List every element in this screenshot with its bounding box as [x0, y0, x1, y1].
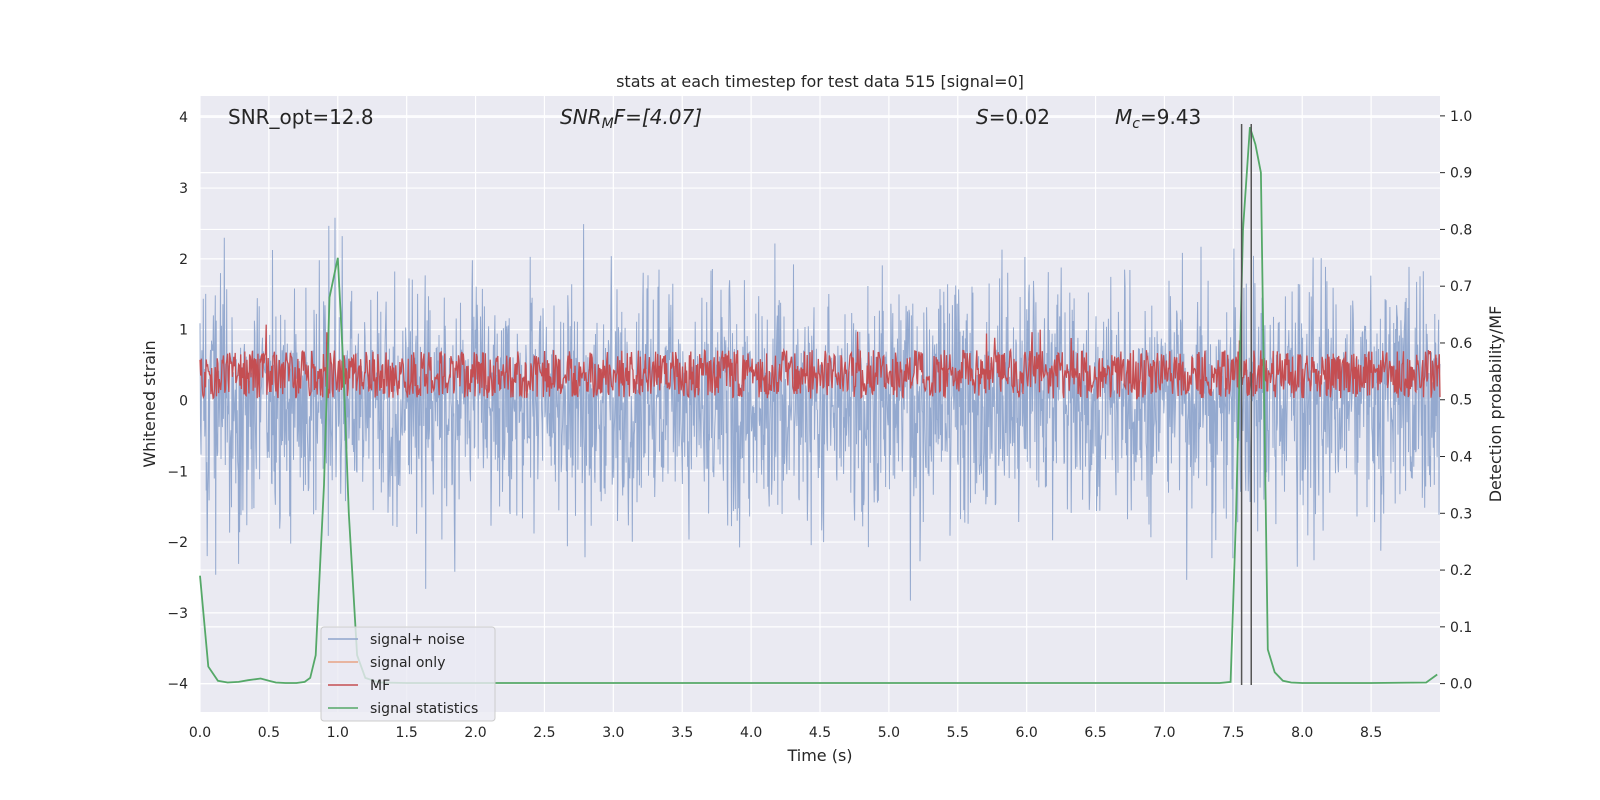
annotation-snr-mf-base: SNR: [560, 105, 602, 129]
x-tick-label-15: 7.5: [1222, 725, 1244, 741]
x-tick-label-13: 6.5: [1084, 725, 1106, 741]
annotation-snr-mf-rest: F=[4.07]: [614, 105, 702, 129]
y-right-tick-label-0: 1.0: [1450, 109, 1472, 125]
x-tick-label-6: 3.0: [602, 725, 624, 741]
x-tick-label-5: 2.5: [533, 725, 555, 741]
x-tick-label-16: 8.0: [1291, 725, 1313, 741]
annotation-snr-mf: SNRMF=[4.07]: [560, 105, 702, 132]
x-axis-label: Time (s): [786, 746, 852, 765]
legend-label-signal: signal only: [370, 655, 445, 671]
y-right-tick-label-6: 0.4: [1450, 450, 1472, 466]
y-right-tick-label-4: 0.6: [1450, 336, 1472, 352]
y-right-tick-label-1: 0.9: [1450, 166, 1472, 182]
mf-series: [199, 324, 1441, 400]
y-left-tick-label-2: 2: [179, 252, 188, 268]
mf-line: [199, 324, 1441, 400]
y-right-tick-label-10: 0.0: [1450, 677, 1472, 693]
x-tick-label-9: 4.5: [809, 725, 831, 741]
y-left-tick-label-6: −2: [167, 535, 188, 551]
y-right-tick-label-9: 0.1: [1450, 620, 1472, 636]
y-right-tick-label-8: 0.2: [1450, 563, 1472, 579]
signal-plus-noise-line: [199, 217, 1441, 601]
x-tick-label-7: 3.5: [671, 725, 693, 741]
chart-title: stats at each timestep for test data 515…: [616, 72, 1024, 91]
y-right-axis-label: Detection probability/MF: [1486, 306, 1505, 503]
annotation-snr-mf-sub: M: [602, 116, 614, 132]
y-right-tick-label-2: 0.8: [1450, 222, 1472, 238]
legend-label-stats: signal statistics: [370, 701, 478, 717]
x-tick-label-12: 6.0: [1016, 725, 1038, 741]
x-tick-label-17: 8.5: [1360, 725, 1382, 741]
x-tick-label-4: 2.0: [464, 725, 486, 741]
legend-label-noise: signal+ noise: [370, 632, 465, 648]
y-left-tick-label-7: −3: [167, 606, 188, 622]
annotation-snr-opt: SNR_opt=12.8: [228, 105, 374, 129]
legend-box: [320, 626, 496, 722]
x-tick-label-10: 5.0: [878, 725, 900, 741]
y-left-tick-label-5: −1: [167, 464, 188, 480]
x-tick-label-2: 1.0: [327, 725, 349, 741]
annotation-mc: Mc=9.43: [1115, 105, 1201, 132]
x-tick-label-0: 0.0: [189, 725, 211, 741]
x-tick-label-8: 4.0: [740, 725, 762, 741]
annotation-s-italic: S: [976, 105, 989, 129]
annotation-mc-sub: c: [1132, 116, 1140, 132]
y-left-ticks: 4 3 2 1 0 −1 −2 −3 −4: [167, 110, 188, 692]
annotation-mc-base: M: [1115, 105, 1132, 129]
x-tick-label-14: 7.0: [1153, 725, 1175, 741]
annotation-mc-rest: =9.43: [1140, 105, 1201, 129]
y-left-axis-label: Whitened strain: [140, 340, 159, 467]
annotation-s: S=0.02: [976, 105, 1050, 129]
vertical-markers: [1240, 124, 1252, 685]
y-right-ticks: 1.0 0.9 0.8 0.7 0.6 0.5 0.4 0.3 0.2 0.1 0.0: [1440, 109, 1472, 693]
y-right-tick-label-5: 0.5: [1450, 393, 1472, 409]
y-left-tick-label-3: 1: [179, 323, 188, 339]
y-right-tick-label-7: 0.3: [1450, 506, 1472, 522]
legend: signal+ noise signal only MF signal stat…: [320, 626, 496, 722]
x-ticks: 0.0 0.5 1.0 1.5 2.0 2.5 3.0 3.5 4.0 4.5 5.0 5.5 6.0 6…: [189, 725, 1382, 741]
y-left-tick-label-8: −4: [167, 677, 188, 693]
y-left-tick-label-1: 3: [179, 181, 188, 197]
y-right-tick-label-3: 0.7: [1450, 279, 1472, 295]
y-left-tick-label-0: 4: [179, 110, 188, 126]
signal-plus-noise-series: [199, 217, 1441, 601]
x-tick-label-3: 1.5: [396, 725, 418, 741]
x-tick-label-11: 5.5: [947, 725, 969, 741]
y-left-tick-label-4: 0: [179, 393, 188, 409]
annotation-s-rest: =0.02: [989, 105, 1050, 129]
legend-label-mf: MF: [370, 678, 390, 694]
x-tick-label-1: 0.5: [258, 725, 280, 741]
